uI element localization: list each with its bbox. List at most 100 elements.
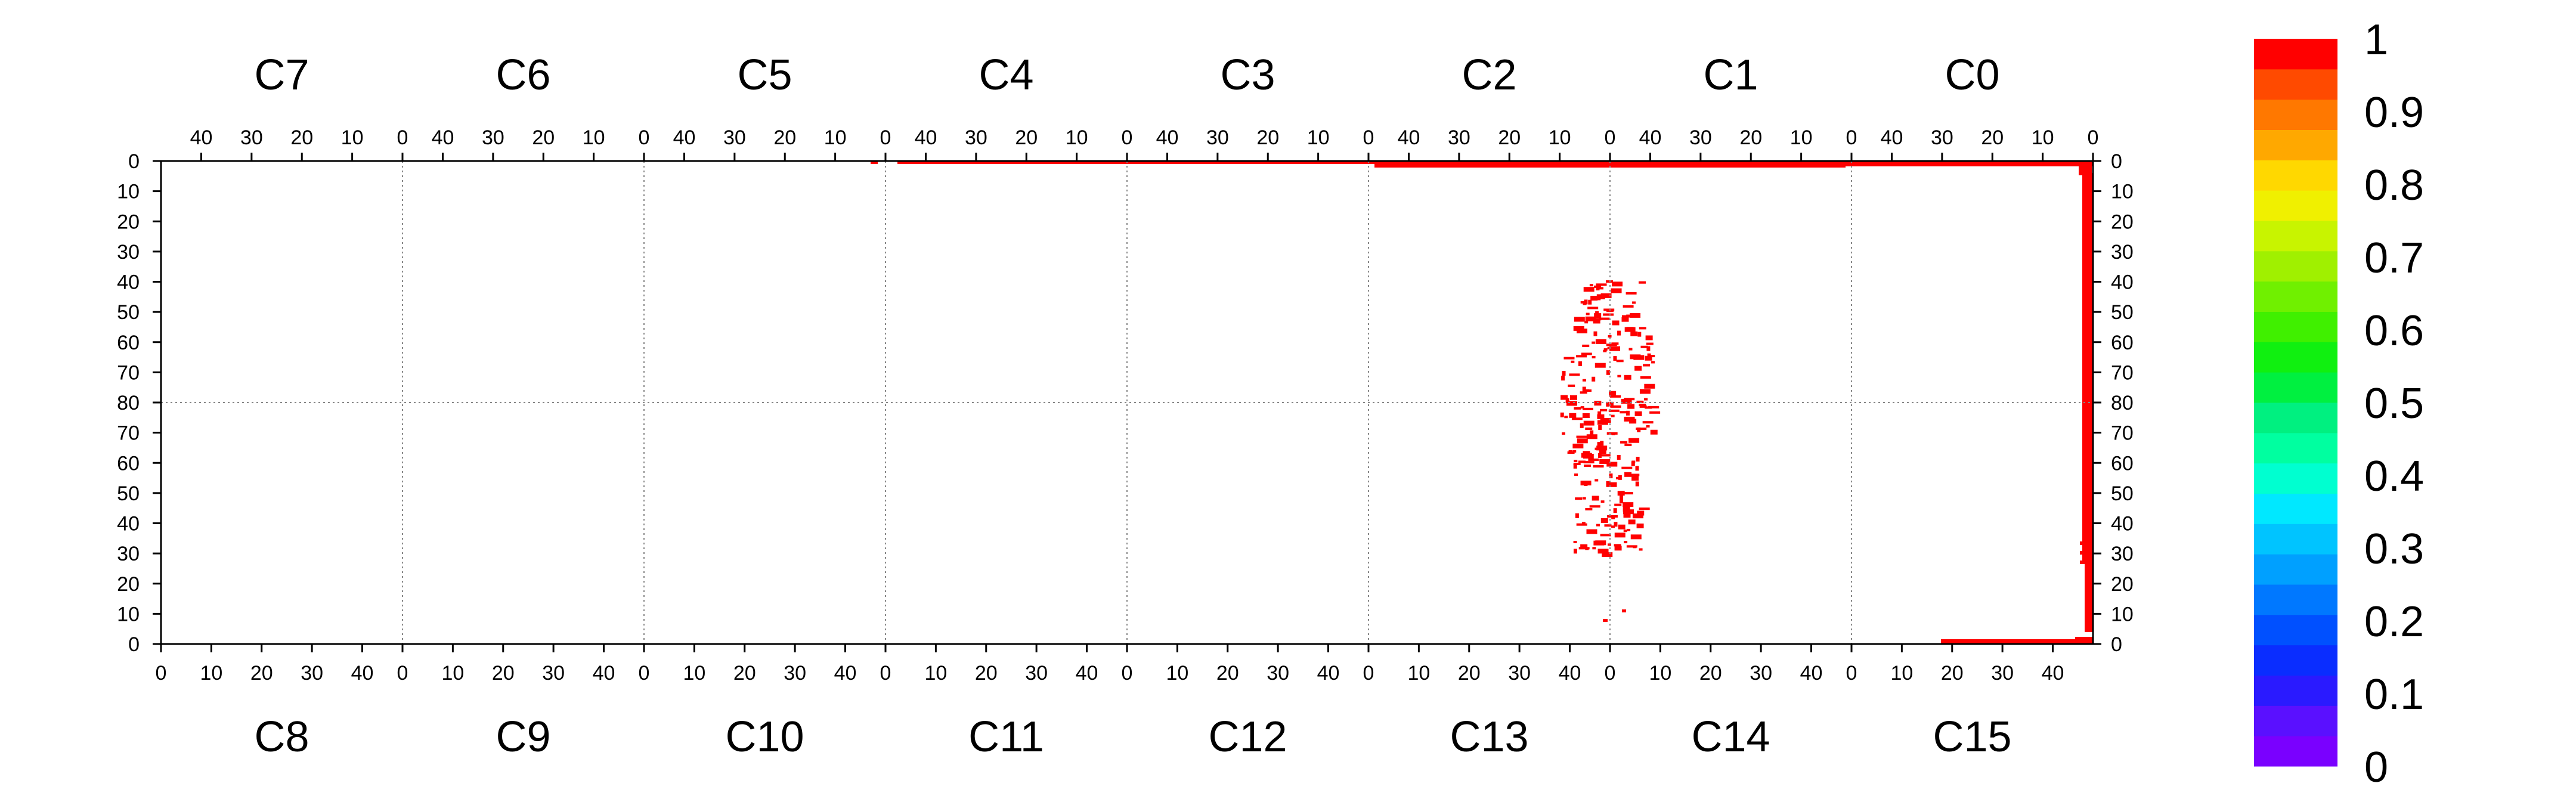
hit-cluster-pixel bbox=[1646, 342, 1654, 345]
hit-cluster-pixel bbox=[1645, 355, 1652, 361]
hit-cluster-pixel bbox=[1632, 513, 1643, 519]
hit-cluster-pixel bbox=[1582, 379, 1586, 382]
top-tick-label: 40 bbox=[1156, 126, 1179, 149]
hit-cluster-pixel bbox=[1630, 534, 1642, 540]
top-tick-label: 30 bbox=[1448, 126, 1470, 149]
hit-cluster-pixel bbox=[1600, 534, 1611, 537]
y-tick-label: 30 bbox=[2111, 543, 2134, 565]
hit-cluster-pixel bbox=[1582, 497, 1586, 500]
y-tick-label: 70 bbox=[2111, 422, 2134, 445]
hit-cluster-pixel bbox=[1621, 466, 1633, 469]
hit-cluster-pixel bbox=[1609, 473, 1613, 479]
colorbar-label: 0.5 bbox=[2364, 380, 2424, 428]
bottom-tick-label: 0 bbox=[156, 662, 167, 685]
top-tick-label: 30 bbox=[723, 126, 746, 149]
y-tick-label: 0 bbox=[128, 150, 140, 173]
hit-cluster-pixel bbox=[1583, 407, 1594, 410]
hit-cluster-pixel bbox=[1592, 547, 1596, 550]
hit-cluster-pixel bbox=[1636, 400, 1644, 403]
hit-cluster-pixel bbox=[1634, 411, 1642, 416]
hit-cluster-pixel bbox=[1596, 287, 1603, 290]
hit-cluster-pixel bbox=[1626, 410, 1630, 416]
hit-cluster-pixel bbox=[1614, 532, 1626, 538]
hit-cluster-pixel bbox=[1628, 348, 1633, 351]
colorbar-segment bbox=[2254, 342, 2337, 373]
colorbar-segment bbox=[2254, 675, 2337, 706]
hit-cluster-pixel bbox=[1577, 329, 1588, 334]
hit-cluster-pixel bbox=[1576, 355, 1587, 358]
hit-cluster-pixel bbox=[1626, 292, 1637, 295]
hit-cluster-pixel bbox=[1586, 529, 1597, 534]
top-tick-label: 30 bbox=[965, 126, 987, 149]
hit-cluster-pixel bbox=[1594, 313, 1602, 318]
hit-cluster-pixel bbox=[1627, 528, 1631, 531]
bottom-tick-label: 30 bbox=[1508, 662, 1531, 685]
y-tick-label: 50 bbox=[2111, 482, 2134, 505]
hit-cluster-pixel bbox=[1594, 479, 1599, 482]
hit-cluster-pixel bbox=[1604, 524, 1612, 527]
bottom-tick-label: 30 bbox=[1750, 662, 1772, 685]
hit-cluster-pixel bbox=[1574, 317, 1585, 322]
bottom-tick-label: 20 bbox=[733, 662, 756, 685]
top-tick-label: 20 bbox=[532, 126, 555, 149]
hit-cluster-pixel bbox=[1573, 462, 1581, 465]
hit-cluster-pixel bbox=[1614, 522, 1618, 527]
bottom-chip-label: C15 bbox=[1933, 713, 2011, 761]
hit-cluster-pixel bbox=[1623, 502, 1634, 507]
y-tick-label: 10 bbox=[2111, 181, 2134, 203]
hit-cluster-pixel bbox=[1620, 494, 1624, 499]
bottom-tick-label: 10 bbox=[200, 662, 222, 685]
hit-cluster-pixel bbox=[1572, 443, 1584, 448]
hit-cluster-pixel bbox=[1600, 441, 1604, 446]
hit-cluster-pixel bbox=[1608, 409, 1620, 412]
hit-cluster-pixel bbox=[1568, 450, 1572, 453]
hit-cluster-pixel bbox=[1614, 546, 1622, 551]
hit-cluster-pixel bbox=[1617, 374, 1621, 377]
hit-cluster-pixel bbox=[1602, 552, 1613, 558]
hit-cluster-pixel bbox=[1563, 357, 1575, 360]
top-tick-label: 40 bbox=[1398, 126, 1420, 149]
top-tick-label: 10 bbox=[2032, 126, 2054, 149]
hit-cluster-pixel bbox=[1617, 455, 1621, 460]
hit-cluster-pixel bbox=[1610, 395, 1621, 398]
hit-cluster-pixel bbox=[1608, 543, 1612, 546]
hit-cluster-pixel bbox=[1609, 394, 1613, 397]
hit-row0-segment bbox=[871, 160, 878, 164]
hit-cluster-pixel bbox=[1611, 288, 1622, 293]
colorbar-segment bbox=[2254, 645, 2337, 676]
colorbar-segment bbox=[2254, 493, 2337, 524]
hit-cluster-pixel bbox=[1604, 549, 1608, 555]
hit-cluster-pixel bbox=[1647, 353, 1651, 356]
hit-cluster-pixel bbox=[1639, 327, 1646, 330]
colorbar-label: 0.4 bbox=[2364, 453, 2424, 500]
top-tick-label: 0 bbox=[1605, 126, 1616, 149]
hit-edge-column bbox=[2080, 561, 2087, 564]
hit-cluster-pixel bbox=[1583, 451, 1590, 454]
hit-row0-segment bbox=[897, 160, 1846, 164]
hit-cluster-pixel bbox=[1584, 465, 1592, 467]
bottom-tick-label: 30 bbox=[784, 662, 806, 685]
hit-cluster-pixel bbox=[1573, 463, 1577, 469]
hit-cluster-pixel bbox=[1574, 460, 1578, 463]
hit-cluster-pixel bbox=[1583, 287, 1594, 292]
hit-cluster-pixel bbox=[1614, 544, 1621, 547]
hit-cluster-pixel bbox=[1571, 417, 1583, 420]
hit-cluster-pixel bbox=[1587, 306, 1599, 309]
hit-cluster-pixel bbox=[1569, 413, 1577, 418]
hit-cluster-pixel bbox=[1596, 445, 1608, 451]
hit-cluster-pixel bbox=[1584, 389, 1592, 392]
top-tick-label: 20 bbox=[1981, 126, 2004, 149]
hit-cluster-pixel bbox=[1603, 313, 1614, 316]
hit-cluster-pixel bbox=[1597, 414, 1605, 419]
hit-cluster-pixel bbox=[1573, 549, 1577, 554]
hit-cluster-pixel bbox=[1606, 462, 1618, 467]
hit-cluster-pixel bbox=[1596, 294, 1604, 299]
hit-edge-column bbox=[2085, 561, 2093, 632]
hit-cluster-pixel bbox=[1638, 281, 1646, 284]
hit-edge-column bbox=[2080, 541, 2087, 545]
bottom-tick-label: 30 bbox=[542, 662, 565, 685]
colorbar-segment bbox=[2254, 250, 2337, 282]
colorbar-segment bbox=[2254, 221, 2337, 252]
bottom-chip-label: C14 bbox=[1691, 713, 1770, 761]
top-tick-label: 40 bbox=[1639, 126, 1662, 149]
